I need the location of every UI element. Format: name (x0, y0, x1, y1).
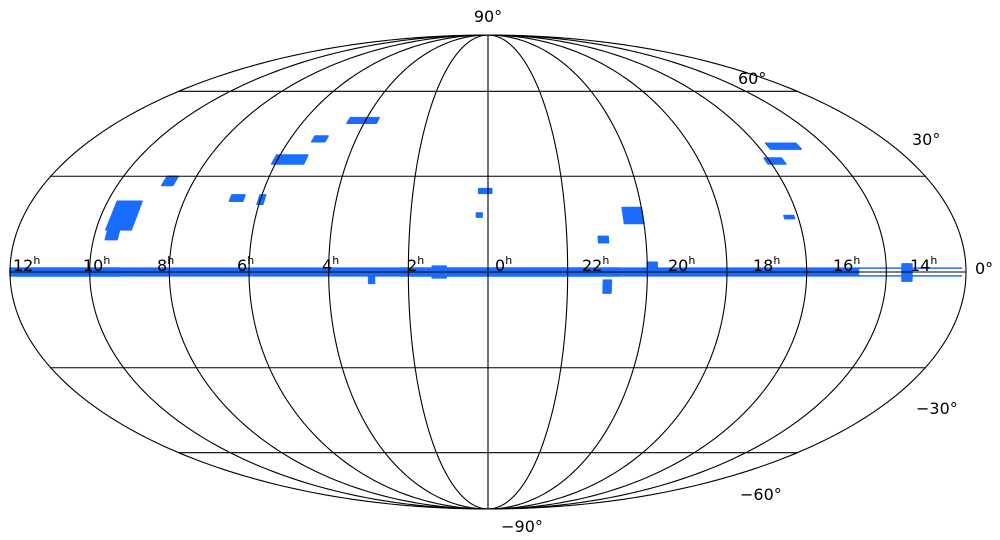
ra-value: 10 (83, 256, 103, 275)
dec-label-minus-30: −30° (916, 399, 958, 418)
ra-unit: h (930, 254, 937, 267)
dec-label-60: 60° (738, 69, 766, 88)
survey-region-patch-7h-a (763, 157, 787, 165)
ra-value: 12 (13, 256, 33, 275)
ra-label-10h: 10h (83, 254, 110, 275)
survey-region-patch-14h-b (104, 227, 121, 241)
coordinate-grid (9, 34, 967, 510)
survey-region-patch-3h-north (621, 206, 645, 225)
dec-label-0: 0° (975, 259, 993, 278)
ra-unit: h (103, 254, 110, 267)
ra-value: 2 (407, 256, 417, 275)
ra-unit: h (773, 254, 780, 267)
ra-label-6h: 6h (237, 254, 254, 275)
survey-region-patch-14h-a (105, 200, 143, 231)
survey-region-patch-19h-b (310, 135, 329, 143)
ra-unit: h (688, 254, 695, 267)
ra-value: 4 (322, 256, 332, 275)
survey-region-patch-3h-mid (597, 235, 610, 244)
ra-value: 14 (910, 256, 930, 275)
survey-region-patch-21h (367, 274, 376, 285)
survey-region-patch-7h-b (764, 142, 803, 150)
ra-label-12h: 12h (13, 254, 40, 275)
ra-value: 22 (582, 256, 602, 275)
ra-unit: h (332, 254, 339, 267)
survey-region-patch-3h-south (602, 279, 613, 294)
ra-unit: h (505, 254, 512, 267)
ra-label-22h: 22h (582, 254, 609, 275)
survey-region-patch-8h (783, 214, 796, 220)
ra-unit: h (602, 254, 609, 267)
ra-unit: h (417, 254, 424, 267)
ra-value: 16 (833, 256, 853, 275)
ra-value: 6 (237, 256, 247, 275)
survey-region-patch-4h (646, 261, 659, 275)
ra-value: 20 (668, 256, 688, 275)
dec-label-minus-90: −90° (501, 517, 543, 536)
ra-label-16h: 16h (833, 254, 860, 275)
survey-region-patch-15h (160, 175, 180, 187)
ra-label-0h: 0h (495, 254, 512, 275)
dec-label-90: 90° (474, 7, 502, 26)
survey-region-patch-0h-north (477, 187, 493, 195)
ra-value: 18 (753, 256, 773, 275)
dec-label-minus-60: −60° (740, 485, 782, 504)
survey-region-patch-17h (228, 194, 246, 202)
ra-label-2h: 2h (407, 254, 424, 275)
survey-region-patch-18h (270, 154, 309, 165)
ra-label-8h: 8h (157, 254, 174, 275)
ra-unit: h (33, 254, 40, 267)
ra-label-4h: 4h (322, 254, 339, 275)
ra-value: 0 (495, 256, 505, 275)
survey-region-patch-0h-mid (475, 212, 483, 218)
survey-region-patch-19h-a (346, 116, 380, 124)
ra-label-18h: 18h (753, 254, 780, 275)
ra-label-14h: 14h (910, 254, 937, 275)
ra-label-20h: 20h (668, 254, 695, 275)
ra-unit: h (167, 254, 174, 267)
dec-label-30: 30° (912, 130, 940, 149)
ra-unit: h (853, 254, 860, 267)
ra-unit: h (247, 254, 254, 267)
ra-value: 8 (157, 256, 167, 275)
